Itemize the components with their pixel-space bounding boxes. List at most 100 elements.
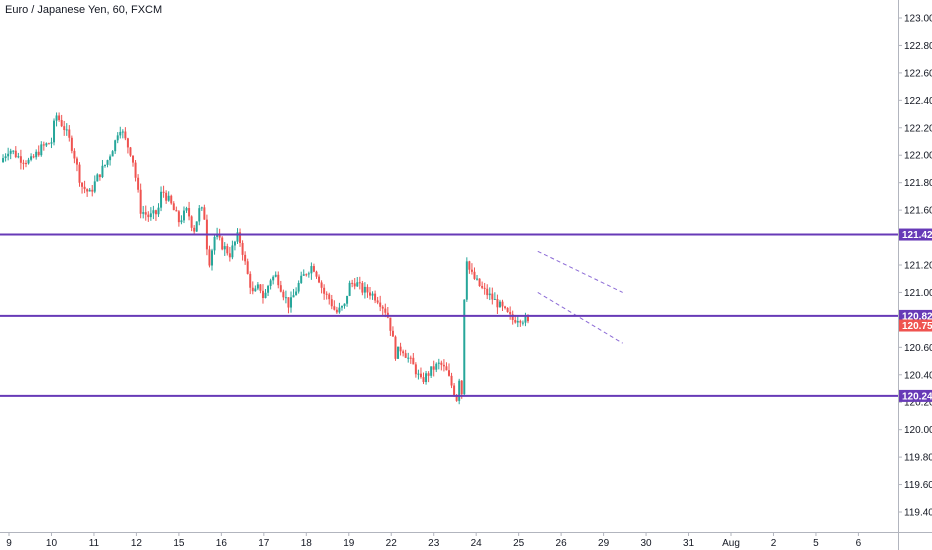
candle-body [483,287,486,289]
candle-body [491,293,494,300]
candle-body [320,282,323,288]
candle-body [226,246,229,254]
candle-body [7,153,10,157]
last-price-badge [899,319,932,332]
candle-body [55,115,58,121]
candle-body [509,311,512,315]
candle-body [351,282,354,284]
price-axis-label: 122.000 [904,151,932,162]
candle-body [91,189,94,192]
candle-body [137,177,140,190]
candle-body [292,295,295,298]
candle-body [261,290,264,299]
candle-body [75,158,78,165]
time-axis-label: 29 [598,538,610,549]
time-axis-label: 23 [428,538,440,549]
candle-body [496,298,499,308]
channel-upper-line[interactable] [537,250,623,293]
candle-body [361,283,364,293]
candle-body [407,357,410,359]
candle-body [470,269,473,272]
candle-body [473,271,476,279]
candle-body [430,366,433,376]
candle-body [318,276,321,283]
candle-body [274,274,277,277]
candle-body [358,282,361,284]
candle-body [58,115,61,121]
price-axis-label: 121.600 [904,206,932,217]
candle-body [348,282,351,296]
candle-body [53,120,56,143]
time-axis-label: 17 [258,538,270,549]
candle-body [353,283,356,287]
candle-body [290,297,293,308]
candle-body [526,316,529,322]
candle-body [83,186,86,190]
candle-body [333,306,336,310]
candle-body [302,274,305,276]
candle-body [412,357,415,365]
candle-body [307,273,310,275]
candle-body [182,210,185,221]
candle-body [465,261,468,300]
candle-body [267,285,270,293]
candle-body [295,291,298,296]
candle-body [432,366,435,370]
candle-body [22,162,25,164]
candle-body [330,299,333,307]
time-axis-label: 25 [513,538,525,549]
price-axis-label: 120.400 [904,370,932,381]
candle-body [478,278,481,287]
candle-body [440,362,443,365]
candle-body [167,195,170,201]
candle-body [73,150,76,159]
candle-body [68,129,71,138]
candle-body [180,220,183,223]
horizontal-level-label: 120.829 [902,311,932,322]
candle-body [32,156,35,158]
candle-body [239,232,242,243]
candle-body [106,160,109,165]
candle-body [264,292,267,299]
candle-body [109,156,112,161]
candle-body [297,282,300,292]
candle-body [154,210,157,215]
candle-body [216,234,219,237]
candle-body [93,181,96,192]
price-axis-label: 120.000 [904,425,932,436]
candle-body [338,307,341,313]
candle-body [404,353,407,358]
candle-body [81,182,84,187]
candle-body [70,137,73,151]
candle-body [35,151,38,158]
candle-body [203,207,206,220]
candle-body [476,278,479,280]
candle-body [453,385,456,396]
candle-body [37,151,40,156]
candle-body [116,135,119,141]
time-axis-label: 9 [6,538,12,549]
candle-body [279,285,282,292]
candle-body [335,309,338,313]
candle-body [2,158,5,163]
candle-body [221,237,224,250]
candle-body [231,245,234,258]
channel-lower-line[interactable] [537,292,623,344]
candle-body [422,377,425,383]
candle-body [343,303,346,307]
candle-body [142,212,145,214]
candle-body [272,276,275,281]
candle-body [468,261,471,270]
candle-body [486,288,489,296]
candle-body [24,163,27,165]
candle-body [40,144,43,156]
candle-body [323,287,326,294]
candle-body [366,286,369,293]
candle-body [419,373,422,378]
candle-body [455,395,458,401]
candle-body [88,189,91,192]
candle-body [152,210,155,214]
candle-body [427,373,430,376]
candle-body [47,143,50,145]
